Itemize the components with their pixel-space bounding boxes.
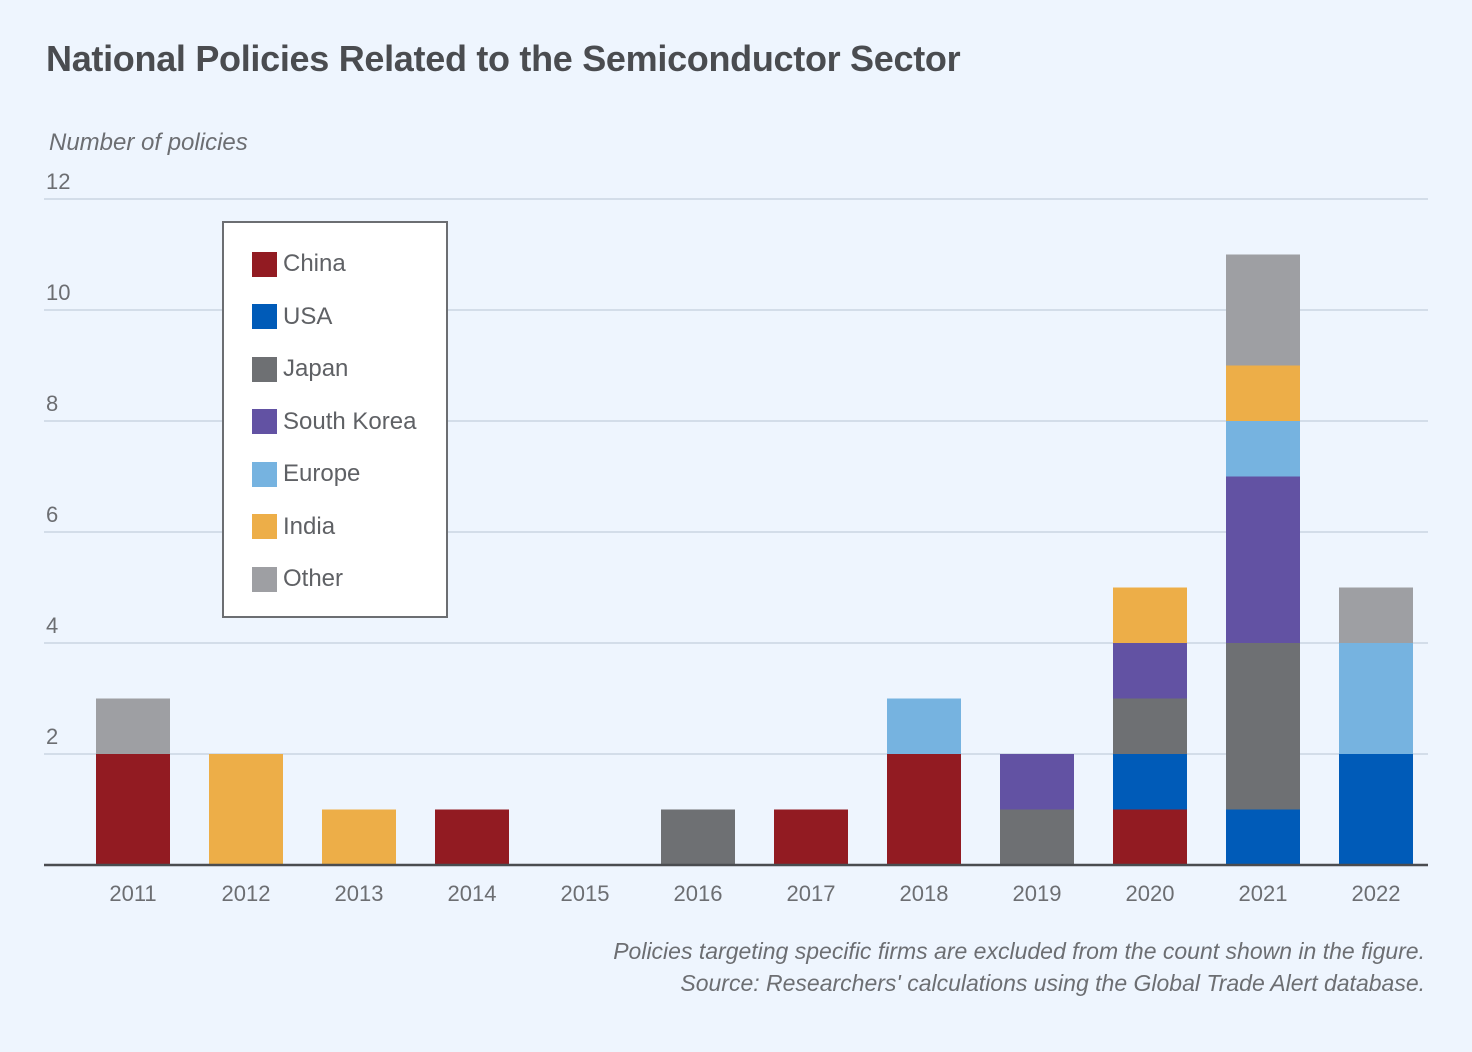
bar-segment-south-korea-2021 xyxy=(1226,476,1300,643)
legend-swatch xyxy=(252,461,277,487)
legend-swatch xyxy=(252,251,277,277)
x-tick-label: 2011 xyxy=(109,881,156,906)
legend-label: India xyxy=(283,512,336,540)
legend-label: South Korea xyxy=(283,407,417,435)
footnote: Policies targeting specific firms are ex… xyxy=(613,938,1425,964)
y-axis-ticks: 2 4 6 8 10 12 xyxy=(46,169,70,749)
y-tick-label: 2 xyxy=(46,724,58,749)
legend-item-europe: Europe xyxy=(252,459,360,489)
bars xyxy=(96,254,1413,865)
y-axis-label: Number of policies xyxy=(49,129,248,156)
bar-segment-china-2017 xyxy=(774,809,848,865)
bar-segment-other-2011 xyxy=(96,698,170,754)
y-tick-label: 6 xyxy=(46,502,58,527)
legend-item-usa: USA xyxy=(252,302,332,332)
bar-segment-china-2020 xyxy=(1113,809,1187,865)
y-tick-label: 8 xyxy=(46,391,58,416)
y-tick-label: 12 xyxy=(46,169,70,194)
bar-segment-europe-2022 xyxy=(1339,643,1413,754)
legend-swatch xyxy=(252,409,277,434)
x-axis-ticks: 2011 2012 2013 2014 2015 2016 2017 2018 2019 2020… xyxy=(109,881,1400,906)
legend-swatch xyxy=(252,514,277,539)
x-tick-label: 2019 xyxy=(1013,881,1062,906)
bar-segment-south-korea-2019 xyxy=(1000,754,1074,810)
y-tick-label: 10 xyxy=(46,280,70,305)
x-tick-label: 2015 xyxy=(561,881,610,906)
bar-segment-china-2014 xyxy=(435,809,509,865)
legend-item-china: China xyxy=(252,249,346,279)
legend: China USA Japan South Korea Europe India Other xyxy=(222,221,448,618)
bar-segment-japan-2016 xyxy=(661,809,735,865)
legend-swatch xyxy=(252,566,277,592)
legend-label: China xyxy=(283,250,346,277)
bar-segment-south-korea-2020 xyxy=(1113,643,1187,699)
bar-segment-usa-2020 xyxy=(1113,754,1187,810)
legend-label: Europe xyxy=(283,460,361,487)
legend-item-other: Other xyxy=(252,564,343,594)
x-tick-label: 2018 xyxy=(900,881,949,906)
bar-segment-china-2018 xyxy=(887,754,961,865)
bar-segment-usa-2022 xyxy=(1339,754,1413,865)
bar-segment-usa-2021 xyxy=(1226,809,1300,865)
bar-segment-japan-2020 xyxy=(1113,698,1187,754)
bar-segment-japan-2021 xyxy=(1226,643,1300,810)
legend-swatch xyxy=(252,304,277,329)
legend-item-india: India xyxy=(252,512,335,542)
x-tick-label: 2017 xyxy=(787,881,836,906)
x-tick-label: 2022 xyxy=(1352,881,1401,906)
x-tick-label: 2014 xyxy=(448,881,497,906)
legend-label: Japan xyxy=(283,355,349,382)
y-tick-label: 4 xyxy=(46,613,58,638)
bar-segment-india-2012 xyxy=(209,754,283,865)
legend-label: USA xyxy=(283,302,333,330)
chart-title: National Policies Related to the Semicon… xyxy=(46,38,961,79)
legend-item-south-korea: South Korea xyxy=(252,407,416,437)
bar-segment-europe-2018 xyxy=(887,698,961,754)
bar-segment-china-2011 xyxy=(96,754,170,865)
bar-segment-india-2020 xyxy=(1113,587,1187,643)
x-tick-label: 2021 xyxy=(1239,881,1288,906)
source-note: Source: Researchers' calculations using … xyxy=(680,970,1425,996)
x-tick-label: 2012 xyxy=(222,881,271,906)
bar-segment-japan-2019 xyxy=(1000,809,1074,865)
x-tick-label: 2016 xyxy=(674,881,723,906)
bar-segment-other-2022 xyxy=(1339,587,1413,643)
x-tick-label: 2013 xyxy=(335,881,384,906)
legend-label: Other xyxy=(283,565,344,592)
x-tick-label: 2020 xyxy=(1126,881,1175,906)
bar-segment-other-2021 xyxy=(1226,254,1300,366)
bar-segment-india-2021 xyxy=(1226,365,1300,421)
bar-segment-europe-2021 xyxy=(1226,421,1300,477)
bar-segment-india-2013 xyxy=(322,809,396,865)
legend-item-japan: Japan xyxy=(252,354,348,384)
legend-swatch xyxy=(252,356,277,382)
